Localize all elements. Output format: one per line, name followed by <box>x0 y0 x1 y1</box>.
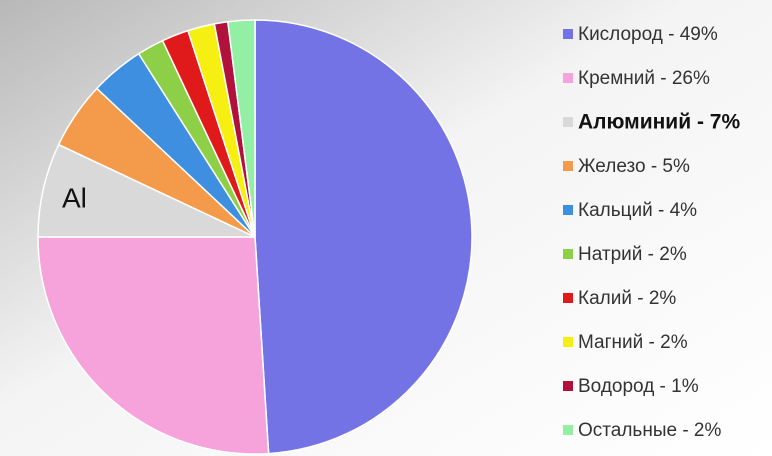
legend-swatch <box>563 425 573 435</box>
legend-label: Кальций - 4% <box>578 200 697 221</box>
legend-swatch <box>563 249 573 259</box>
legend-label: Магний - 2% <box>578 332 688 353</box>
legend-swatch <box>563 161 573 171</box>
legend-label: Кислород - 49% <box>578 24 718 45</box>
legend-label: Калий - 2% <box>578 288 676 309</box>
pie-slice <box>37 236 270 455</box>
legend-label: Водород - 1% <box>578 376 699 397</box>
legend-label: Кремний - 26% <box>578 68 710 89</box>
legend-swatch <box>563 73 573 83</box>
legend-swatch <box>563 29 573 39</box>
legend-swatch <box>563 293 573 303</box>
legend-label: Алюминий - 7% <box>578 111 740 134</box>
pie-slice <box>226 19 256 238</box>
legend-label: Железо - 5% <box>578 156 690 177</box>
legend-swatch <box>563 381 573 391</box>
pie <box>37 19 473 455</box>
legend-swatch <box>563 205 573 215</box>
legend-label: Натрий - 2% <box>578 244 687 265</box>
legend: Кислород - 49% Кремний - 26% Алюминий - 7%… <box>563 24 740 441</box>
pie-slice <box>254 19 473 455</box>
slice-annotation: Al <box>62 182 87 213</box>
legend-swatch <box>563 117 573 127</box>
legend-swatch <box>563 337 573 347</box>
legend-label: Остальные - 2% <box>578 420 721 441</box>
